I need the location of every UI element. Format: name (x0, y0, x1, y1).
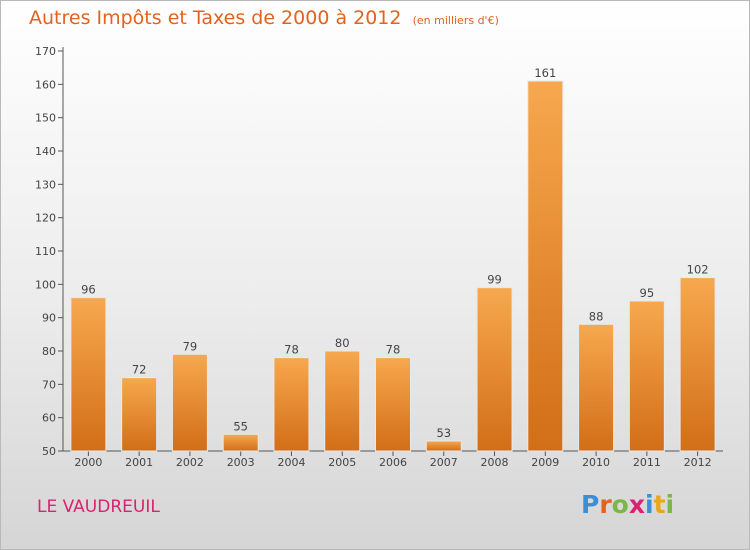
value-label-2009: 161 (534, 66, 556, 80)
x-tick-label: 2008 (481, 456, 509, 469)
x-tick-label: 2006 (379, 456, 407, 469)
x-tick-label: 2009 (531, 456, 559, 469)
value-label-2004: 78 (284, 343, 299, 357)
y-tick-label: 120 (35, 212, 56, 225)
bar-2012 (679, 277, 716, 452)
x-tick-label: 2005 (328, 456, 356, 469)
y-tick-label: 150 (35, 112, 56, 125)
logo-letter: t (653, 490, 666, 519)
y-tick-label: 140 (35, 145, 56, 158)
bar-2001 (121, 377, 158, 452)
x-axis: 2000 2001 2002 2003 2004 2005 2006 2007 2008 2009… (63, 450, 723, 469)
bar-2003 (222, 433, 259, 452)
bar-2005 (324, 350, 361, 452)
value-label-2011: 95 (640, 286, 655, 300)
proxiti-logo: Proxiti (581, 490, 674, 519)
y-tick-label: 130 (35, 178, 56, 191)
y-tick-label: 50 (42, 445, 56, 458)
bar-2002 (171, 353, 208, 452)
x-tick-label: 2010 (582, 456, 610, 469)
y-tick-label: 70 (42, 378, 56, 391)
value-labels: 96 72 79 55 78 80 78 53 99 161 88 95 102 (81, 66, 709, 440)
logo-letter: i (665, 490, 675, 519)
chart-unit: (en milliers d'€) (412, 14, 499, 27)
logo-letter: x (628, 490, 645, 519)
chart-title: Autres Impôts et Taxes de 2000 à 2012 (e… (29, 7, 499, 29)
bars (70, 80, 716, 452)
bar-2004 (273, 357, 310, 452)
value-label-2001: 72 (132, 363, 147, 377)
bar-2006 (375, 357, 411, 452)
x-tick-label: 2007 (430, 456, 458, 469)
value-label-2002: 79 (183, 339, 198, 353)
value-label-2007: 53 (436, 426, 451, 440)
bar-2008 (476, 287, 513, 452)
y-tick-label: 110 (35, 245, 56, 258)
value-label-2000: 96 (81, 283, 96, 297)
x-tick-label: 2002 (176, 456, 204, 469)
x-tick-label: 2001 (125, 456, 153, 469)
logo-letter: P (581, 490, 600, 519)
y-tick-label: 160 (35, 78, 56, 91)
value-label-2006: 78 (386, 343, 401, 357)
value-label-2005: 80 (335, 336, 350, 350)
logo-letter: r (599, 490, 612, 519)
value-label-2003: 55 (233, 419, 248, 433)
commune-name: LE VAUDREUIL (37, 497, 160, 517)
x-tick-label: 2003 (227, 456, 255, 469)
x-tick-label: 2000 (74, 456, 102, 469)
bar-2007 (425, 440, 462, 452)
x-tick-label: 2004 (277, 456, 305, 469)
y-axis: 50 60 70 80 90 100 110 120 130 140 150 160 170 (35, 45, 64, 458)
y-tick-label: 100 (35, 278, 56, 291)
logo-letter: o (611, 490, 629, 519)
bar-2010 (578, 323, 615, 452)
value-label-2008: 99 (487, 273, 502, 287)
y-tick-label: 60 (42, 412, 56, 425)
value-label-2010: 88 (589, 309, 604, 323)
y-tick-label: 170 (35, 45, 56, 58)
logo-letter: i (645, 490, 654, 519)
x-tick-label: 2012 (684, 456, 712, 469)
x-tick-label: 2011 (633, 456, 661, 469)
bar-2009 (527, 80, 564, 452)
bar-2011 (628, 300, 665, 452)
bar-2000 (70, 297, 107, 452)
value-label-2012: 102 (687, 263, 709, 277)
y-tick-label: 90 (42, 312, 56, 325)
y-tick-label: 80 (42, 345, 56, 358)
chart-title-main: Autres Impôts et Taxes de 2000 à 2012 (29, 7, 402, 29)
